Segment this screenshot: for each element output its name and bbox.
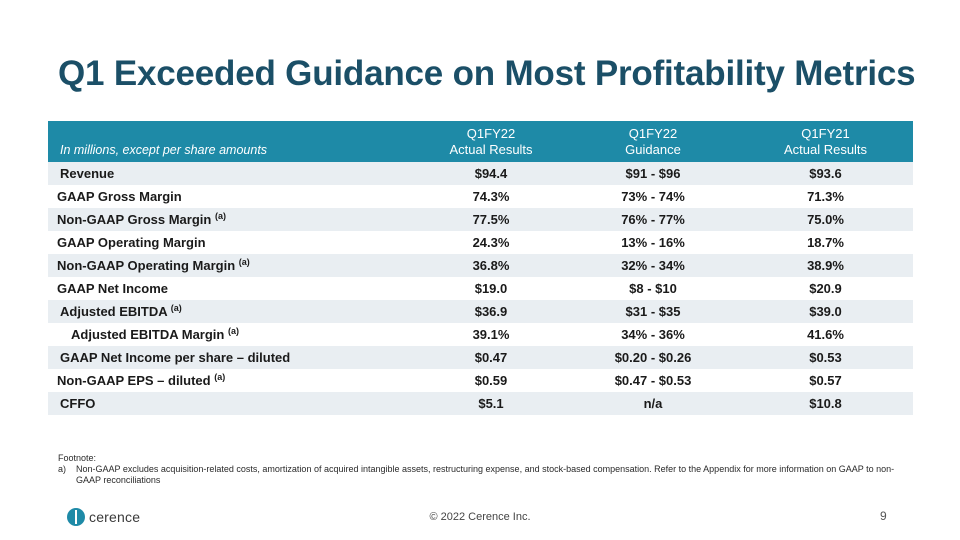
column-header-guidance-line2: Guidance bbox=[625, 142, 681, 157]
metric-label: GAAP Net Income per share – diluted bbox=[48, 346, 414, 369]
metrics-table: In millions, except per share amounts Q1… bbox=[48, 121, 913, 415]
prior-value: 18.7% bbox=[807, 235, 844, 250]
actual-value: 77.5% bbox=[472, 212, 510, 227]
actual-value: $36.9 bbox=[474, 304, 508, 319]
prior-value: $0.57 bbox=[809, 373, 842, 388]
footnote-marker: (a) bbox=[214, 211, 226, 221]
prior-value: $39.0 bbox=[809, 304, 842, 319]
footnote-marker: (a) bbox=[170, 303, 182, 313]
logo-wordmark: cerence bbox=[89, 509, 141, 525]
footnote-heading: Footnote: bbox=[58, 453, 97, 463]
guidance-value: $0.20 - $0.26 bbox=[614, 350, 692, 365]
table-row: Revenue $94.4 $91 - $96 $93.6 bbox=[48, 162, 913, 185]
metric-label: CFFO bbox=[48, 392, 414, 415]
footnote-marker: (a) bbox=[238, 257, 250, 267]
table-row: Adjusted EBITDA (a) $36.9 $31 - $35 $39.… bbox=[48, 300, 913, 323]
metric-label: Non-GAAP Gross Margin (a) bbox=[48, 208, 414, 231]
metric-label-text: Non-GAAP Operating Margin bbox=[57, 258, 236, 273]
guidance-value: $31 - $35 bbox=[625, 304, 681, 319]
column-header-guidance-line1: Q1FY22 bbox=[628, 126, 678, 141]
metric-label-text: GAAP Operating Margin bbox=[57, 235, 206, 250]
metric-label: Revenue bbox=[48, 162, 414, 185]
metric-label-text: Adjusted EBITDA Margin bbox=[71, 327, 225, 342]
table-row: GAAP Operating Margin 24.3% 13% - 16% 18… bbox=[48, 231, 913, 254]
guidance-value: 73% - 74% bbox=[621, 189, 685, 204]
actual-value: $0.59 bbox=[474, 373, 508, 388]
guidance-value: 32% - 34% bbox=[621, 258, 685, 273]
actual-value: 39.1% bbox=[472, 327, 510, 342]
column-header-prior: Q1FY21 Actual Results bbox=[738, 121, 913, 162]
footnote-item: a) Non-GAAP excludes acquisition-related… bbox=[58, 464, 908, 486]
metric-label-text: GAAP Net Income bbox=[57, 281, 169, 296]
table-row: Adjusted EBITDA Margin (a) 39.1% 34% - 3… bbox=[48, 323, 913, 346]
column-header-actual-line2: Actual Results bbox=[449, 142, 533, 157]
page-number: 9 bbox=[880, 509, 887, 523]
metric-label: Adjusted EBITDA Margin (a) bbox=[48, 323, 414, 346]
column-header-prior-line2: Actual Results bbox=[783, 142, 868, 157]
table-row: GAAP Net Income per share – diluted $0.4… bbox=[48, 346, 913, 369]
metric-label: GAAP Net Income bbox=[48, 277, 414, 300]
table-row: Non-GAAP Operating Margin (a) 36.8% 32% … bbox=[48, 254, 913, 277]
footnote-letter: a) bbox=[58, 464, 67, 474]
guidance-value: $91 - $96 bbox=[625, 166, 681, 181]
prior-value: 75.0% bbox=[807, 212, 844, 227]
actual-value: 24.3% bbox=[472, 235, 510, 250]
footnote: Footnote: a) Non-GAAP excludes acquisiti… bbox=[58, 453, 908, 486]
prior-value: $93.6 bbox=[809, 166, 842, 181]
cerence-logo-icon bbox=[67, 508, 85, 526]
metric-label: Non-GAAP Operating Margin (a) bbox=[48, 254, 414, 277]
column-header-actual: Q1FY22 Actual Results bbox=[414, 121, 568, 162]
guidance-value: 76% - 77% bbox=[621, 212, 685, 227]
table-row: Non-GAAP Gross Margin (a) 77.5% 76% - 77… bbox=[48, 208, 913, 231]
metric-label-text: Non-GAAP EPS – diluted bbox=[57, 373, 211, 388]
footnote-marker: (a) bbox=[214, 372, 226, 382]
actual-value: $0.47 bbox=[474, 350, 508, 365]
guidance-value: $0.47 - $0.53 bbox=[614, 373, 692, 388]
prior-value: $20.9 bbox=[809, 281, 842, 296]
table-row: GAAP Net Income $19.0 $8 - $10 $20.9 bbox=[48, 277, 913, 300]
column-header-prior-line1: Q1FY21 bbox=[801, 126, 850, 141]
footnote-text: Non-GAAP excludes acquisition-related co… bbox=[76, 464, 895, 485]
actual-value: $5.1 bbox=[478, 396, 504, 411]
prior-value: $10.8 bbox=[809, 396, 842, 411]
guidance-value: $8 - $10 bbox=[629, 281, 677, 296]
guidance-value: n/a bbox=[643, 396, 663, 411]
table-header-row: In millions, except per share amounts Q1… bbox=[48, 121, 913, 162]
metric-label-text: GAAP Gross Margin bbox=[57, 189, 182, 204]
footnote-marker: (a) bbox=[227, 326, 239, 336]
actual-value: 74.3% bbox=[472, 189, 510, 204]
slide-title: Q1 Exceeded Guidance on Most Profitabili… bbox=[58, 54, 916, 93]
metric-label-text: Revenue bbox=[60, 166, 115, 181]
column-header-actual-line1: Q1FY22 bbox=[466, 126, 516, 141]
column-header-guidance: Q1FY22 Guidance bbox=[568, 121, 738, 162]
metric-label-text: Adjusted EBITDA bbox=[60, 304, 168, 319]
metric-label-text: CFFO bbox=[60, 396, 96, 411]
actual-value: $94.4 bbox=[474, 166, 508, 181]
metric-label: Adjusted EBITDA (a) bbox=[48, 300, 414, 323]
metric-label: GAAP Gross Margin bbox=[48, 185, 414, 208]
metric-label-text: GAAP Net Income per share – diluted bbox=[60, 350, 291, 365]
metric-label: GAAP Operating Margin bbox=[48, 231, 414, 254]
metric-label: Non-GAAP EPS – diluted (a) bbox=[48, 369, 414, 392]
prior-value: 38.9% bbox=[807, 258, 844, 273]
table-row: Non-GAAP EPS – diluted (a) $0.59 $0.47 -… bbox=[48, 369, 913, 392]
guidance-value: 34% - 36% bbox=[621, 327, 685, 342]
units-label: In millions, except per share amounts bbox=[60, 143, 268, 157]
metric-label-text: Non-GAAP Gross Margin bbox=[57, 212, 212, 227]
copyright: © 2022 Cerence Inc. bbox=[429, 511, 531, 523]
table-row: CFFO $5.1 n/a $10.8 bbox=[48, 392, 913, 415]
actual-value: 36.8% bbox=[472, 258, 510, 273]
prior-value: 41.6% bbox=[807, 327, 844, 342]
prior-value: $0.53 bbox=[809, 350, 842, 365]
actual-value: $19.0 bbox=[474, 281, 508, 296]
cerence-logo: cerence bbox=[67, 508, 140, 526]
prior-value: 71.3% bbox=[807, 189, 844, 204]
table-row: GAAP Gross Margin 74.3% 73% - 74% 71.3% bbox=[48, 185, 913, 208]
guidance-value: 13% - 16% bbox=[621, 235, 685, 250]
